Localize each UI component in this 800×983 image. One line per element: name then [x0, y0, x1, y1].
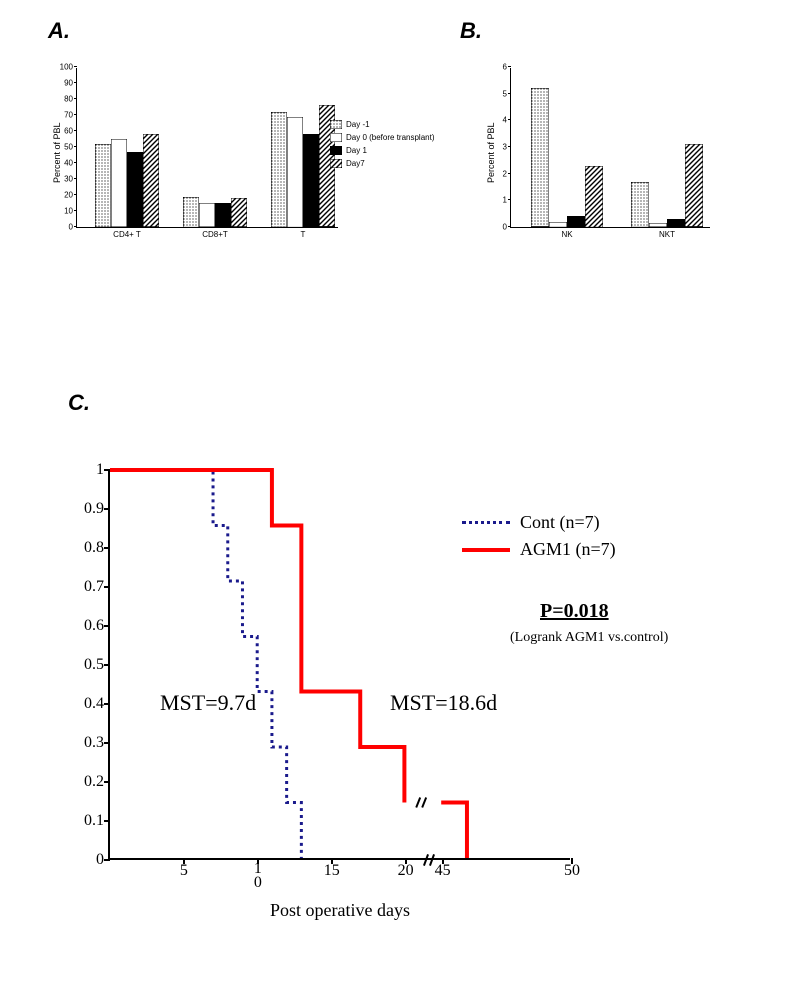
bar	[271, 112, 287, 227]
ytick-label: 5	[503, 89, 511, 98]
ytick-label: 2	[503, 169, 511, 178]
ytick-label: 20	[64, 191, 77, 200]
legend-item: Day 1	[330, 146, 435, 155]
category-label: CD8+T	[202, 227, 228, 239]
bar	[111, 139, 127, 227]
ytick-label: 3	[503, 143, 511, 152]
ytick-label: 30	[64, 175, 77, 184]
logrank-note: (Logrank AGM1 vs.control)	[510, 630, 668, 646]
chart-c-legend: Cont (n=7) AGM1 (n=7)	[462, 512, 616, 566]
category-label: T	[301, 227, 306, 239]
ytick-label: 60	[64, 127, 77, 136]
panel-b-label: B.	[460, 18, 482, 44]
ytick-label: 10	[64, 207, 77, 216]
ytick-label: 100	[60, 63, 77, 72]
legend-label: Day 0 (before transplant)	[346, 133, 435, 142]
legend-swatch	[462, 521, 510, 524]
bar	[667, 219, 685, 227]
category-label: NK	[561, 227, 572, 239]
mst-label-cont: MST=9.7d	[160, 690, 256, 716]
ytick-label: 0	[503, 223, 511, 232]
legend-item: Cont (n=7)	[462, 512, 616, 533]
legend-label: AGM1 (n=7)	[520, 539, 616, 560]
bar	[231, 198, 247, 227]
ytick-label: 90	[64, 79, 77, 88]
legend-label: Day7	[346, 159, 365, 168]
bar	[143, 134, 159, 227]
ytick-label: 70	[64, 111, 77, 120]
panel-c-label: C.	[68, 390, 90, 416]
ytick-label: 40	[64, 159, 77, 168]
bar	[585, 166, 603, 227]
category-label: CD4+ T	[113, 227, 141, 239]
bar	[685, 144, 703, 227]
ytick-label: 1	[503, 196, 511, 205]
category-label: NKT	[659, 227, 675, 239]
legend-item: Day 0 (before transplant)	[330, 133, 435, 142]
bar	[127, 152, 143, 227]
legend-item: AGM1 (n=7)	[462, 539, 616, 560]
bar	[287, 117, 303, 227]
ytick-label: 4	[503, 116, 511, 125]
bar	[531, 88, 549, 227]
y-axis-label: Percent of PBL	[52, 123, 62, 184]
bar	[631, 182, 649, 227]
legend-swatch	[462, 548, 510, 552]
x-axis-label: Post operative days	[110, 858, 570, 921]
bar	[183, 197, 199, 227]
ytick-label: 6	[503, 63, 511, 72]
chart-b: 0123456NKNKTPercent of PBL	[480, 68, 740, 258]
bar	[567, 216, 585, 227]
legend-label: Day 1	[346, 146, 367, 155]
ytick-label: 50	[64, 143, 77, 152]
line-cont	[110, 470, 301, 858]
chart-a: 0102030405060708090100CD4+ TCD8+TTPercen…	[46, 68, 368, 258]
p-value: P=0.018	[540, 600, 609, 623]
bar	[303, 134, 319, 227]
bar	[215, 203, 231, 227]
ytick-label: 80	[64, 95, 77, 104]
legend-item: Day -1	[330, 120, 435, 129]
legend-label: Day -1	[346, 120, 370, 129]
line-agm1	[110, 470, 467, 858]
y-axis-label: Percent of PBL	[486, 123, 496, 184]
chart-a-legend: Day -1 Day 0 (before transplant) Day 1 Day7	[330, 120, 435, 172]
ytick-label: 0	[69, 223, 77, 232]
bar	[95, 144, 111, 227]
panel-a-label: A.	[48, 18, 70, 44]
legend-item: Day7	[330, 159, 435, 168]
legend-label: Cont (n=7)	[520, 512, 600, 533]
mst-label-agm1: MST=18.6d	[390, 690, 497, 716]
bar	[199, 203, 215, 227]
